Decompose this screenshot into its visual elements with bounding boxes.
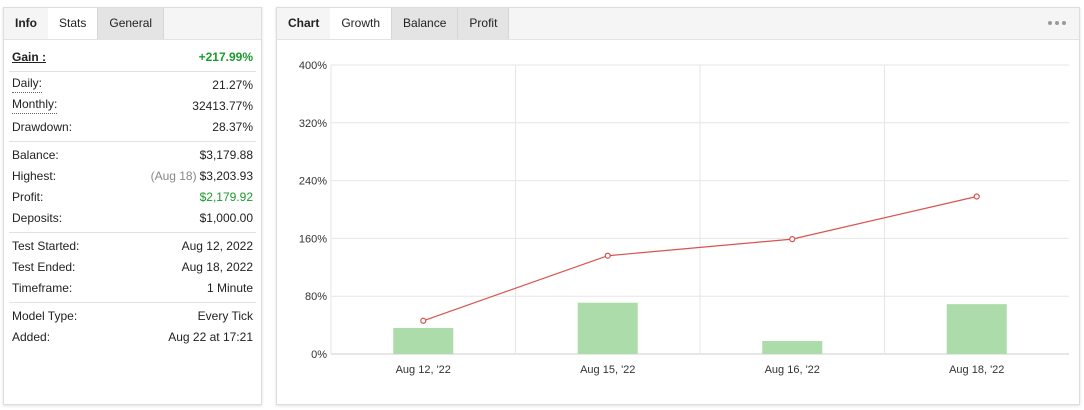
bar xyxy=(577,302,638,354)
stat-row: Timeframe: 1 Minute xyxy=(9,278,256,299)
stat-value-wrap: (Aug 18) $3,203.93 xyxy=(151,166,253,187)
stat-row: Balance: $3,179.88 xyxy=(9,145,256,166)
stat-label: Drawdown: xyxy=(12,120,73,134)
stat-value: $3,203.93 xyxy=(199,169,253,183)
tab-bar: Info Stats General xyxy=(4,8,261,40)
stat-value: $2,179.92 xyxy=(199,190,253,204)
stat-value-wrap: $1,000.00 xyxy=(200,208,253,229)
stat-label: Timeframe: xyxy=(12,281,73,295)
stat-value-wrap: 28.37% xyxy=(212,117,253,138)
chart: 0% 80% 160% 240% 320% 400% Aug 12, '22 Aug 15, … xyxy=(299,60,1069,376)
stat-value-wrap: Aug 18, 2022 xyxy=(182,257,253,278)
stat-row: Test Ended: Aug 18, 2022 xyxy=(9,257,256,278)
chart-panel: Chart Growth Balance Profit 0% 80% 160% 240% 3… xyxy=(276,7,1080,405)
point xyxy=(789,236,796,243)
stat-row: Drawdown: 28.37% xyxy=(9,117,256,138)
y-tick-label: 240% xyxy=(299,176,327,188)
stat-row: Added: Aug 22 at 17:21 xyxy=(9,327,256,348)
bar xyxy=(762,340,823,354)
stat-row: Gain : +217.99% xyxy=(9,47,256,68)
stat-value-wrap: +217.99% xyxy=(199,47,253,68)
stat-row: Highest: (Aug 18) $3,203.93 xyxy=(9,166,256,187)
stat-label: Test Started: xyxy=(12,239,80,253)
stat-value-wrap: Every Tick xyxy=(198,306,253,327)
stat-note: (Aug 18) xyxy=(150,169,197,183)
point xyxy=(604,252,611,259)
stat-value-wrap: 1 Minute xyxy=(207,278,253,299)
y-tick-label: 80% xyxy=(305,291,327,303)
tab[interactable]: General xyxy=(98,8,165,39)
stat-row: Test Started: Aug 12, 2022 xyxy=(9,236,256,257)
tab[interactable]: Info xyxy=(4,8,48,39)
stat-row: Model Type: Every Tick xyxy=(9,306,256,327)
stats-panel: Info Stats General Gain : +217.99% Daily: 21.… xyxy=(3,7,262,405)
stat-label: Added: xyxy=(12,330,51,344)
point xyxy=(420,317,427,324)
stat-row: Monthly: 32413.77% xyxy=(9,96,256,117)
stat-value: 32413.77% xyxy=(192,99,253,113)
panel-title: Chart xyxy=(277,8,331,39)
tab[interactable]: Balance xyxy=(392,8,459,39)
stat-value: 21.27% xyxy=(212,78,253,92)
stat-value: 28.37% xyxy=(212,120,253,134)
stat-value-wrap: $3,179.88 xyxy=(200,145,253,166)
stat-value-wrap: Aug 22 at 17:21 xyxy=(168,327,253,348)
y-tick-label: 160% xyxy=(299,233,327,245)
stat-value: Aug 12, 2022 xyxy=(181,239,253,253)
x-tick-label: Aug 18, '22 xyxy=(949,364,1004,376)
stats-list: Gain : +217.99% Daily: 21.27% Monthly: 32413.… xyxy=(4,40,261,351)
stat-value: 1 Minute xyxy=(206,281,253,295)
x-tick-label: Aug 12, '22 xyxy=(396,364,451,376)
stat-value-wrap: 32413.77% xyxy=(192,96,253,117)
stat-value-wrap: $2,179.92 xyxy=(200,187,253,208)
line xyxy=(423,195,977,322)
stat-row: Deposits: $1,000.00 xyxy=(9,208,256,229)
more-menu[interactable] xyxy=(1047,19,1067,27)
stats-group: Model Type: Every Tick Added: Aug 22 at 17:… xyxy=(9,303,256,351)
stat-value: Every Tick xyxy=(197,309,253,323)
bar xyxy=(393,327,454,354)
stat-value: Aug 22 at 17:21 xyxy=(168,330,253,344)
tab-bar: Chart Growth Balance Profit xyxy=(277,8,1079,40)
stat-row: Daily: 21.27% xyxy=(9,75,256,96)
stat-value: +217.99% xyxy=(198,50,253,64)
stat-value-wrap: 21.27% xyxy=(212,75,253,96)
stats-group: Test Started: Aug 12, 2022 Test Ended: Aug … xyxy=(9,233,256,303)
stat-label: Profit: xyxy=(12,190,44,204)
stat-label: Highest: xyxy=(12,169,57,183)
stat-value-wrap: Aug 12, 2022 xyxy=(182,236,253,257)
stat-label: Model Type: xyxy=(12,309,78,323)
stat-label: Monthly: xyxy=(12,96,58,114)
stat-value: $1,000.00 xyxy=(199,211,253,225)
point xyxy=(973,193,980,200)
stat-label: Daily: xyxy=(12,75,43,93)
tab[interactable]: Growth xyxy=(330,8,393,39)
stat-label: Deposits: xyxy=(12,211,63,225)
x-tick-label: Aug 15, '22 xyxy=(580,364,635,376)
y-tick-label: 0% xyxy=(311,349,327,361)
stats-group: Daily: 21.27% Monthly: 32413.77% Drawdown: 28… xyxy=(9,72,256,142)
y-tick-label: 320% xyxy=(299,118,327,130)
stats-group: Balance: $3,179.88 Highest: (Aug 18) $3,203.… xyxy=(9,142,256,233)
y-tick-label: 400% xyxy=(299,60,327,72)
stat-label: Test Ended: xyxy=(12,260,76,274)
stat-value: Aug 18, 2022 xyxy=(181,260,253,274)
stat-label: Gain : xyxy=(12,50,47,64)
tab[interactable]: Stats xyxy=(48,8,99,39)
stats-group: Gain : +217.99% xyxy=(9,44,256,72)
tab[interactable]: Profit xyxy=(458,8,510,39)
stat-label: Balance: xyxy=(12,148,59,162)
x-tick-label: Aug 16, '22 xyxy=(765,364,820,376)
bar xyxy=(946,304,1007,354)
stat-row: Profit: $2,179.92 xyxy=(9,187,256,208)
stat-value: $3,179.88 xyxy=(199,148,253,162)
